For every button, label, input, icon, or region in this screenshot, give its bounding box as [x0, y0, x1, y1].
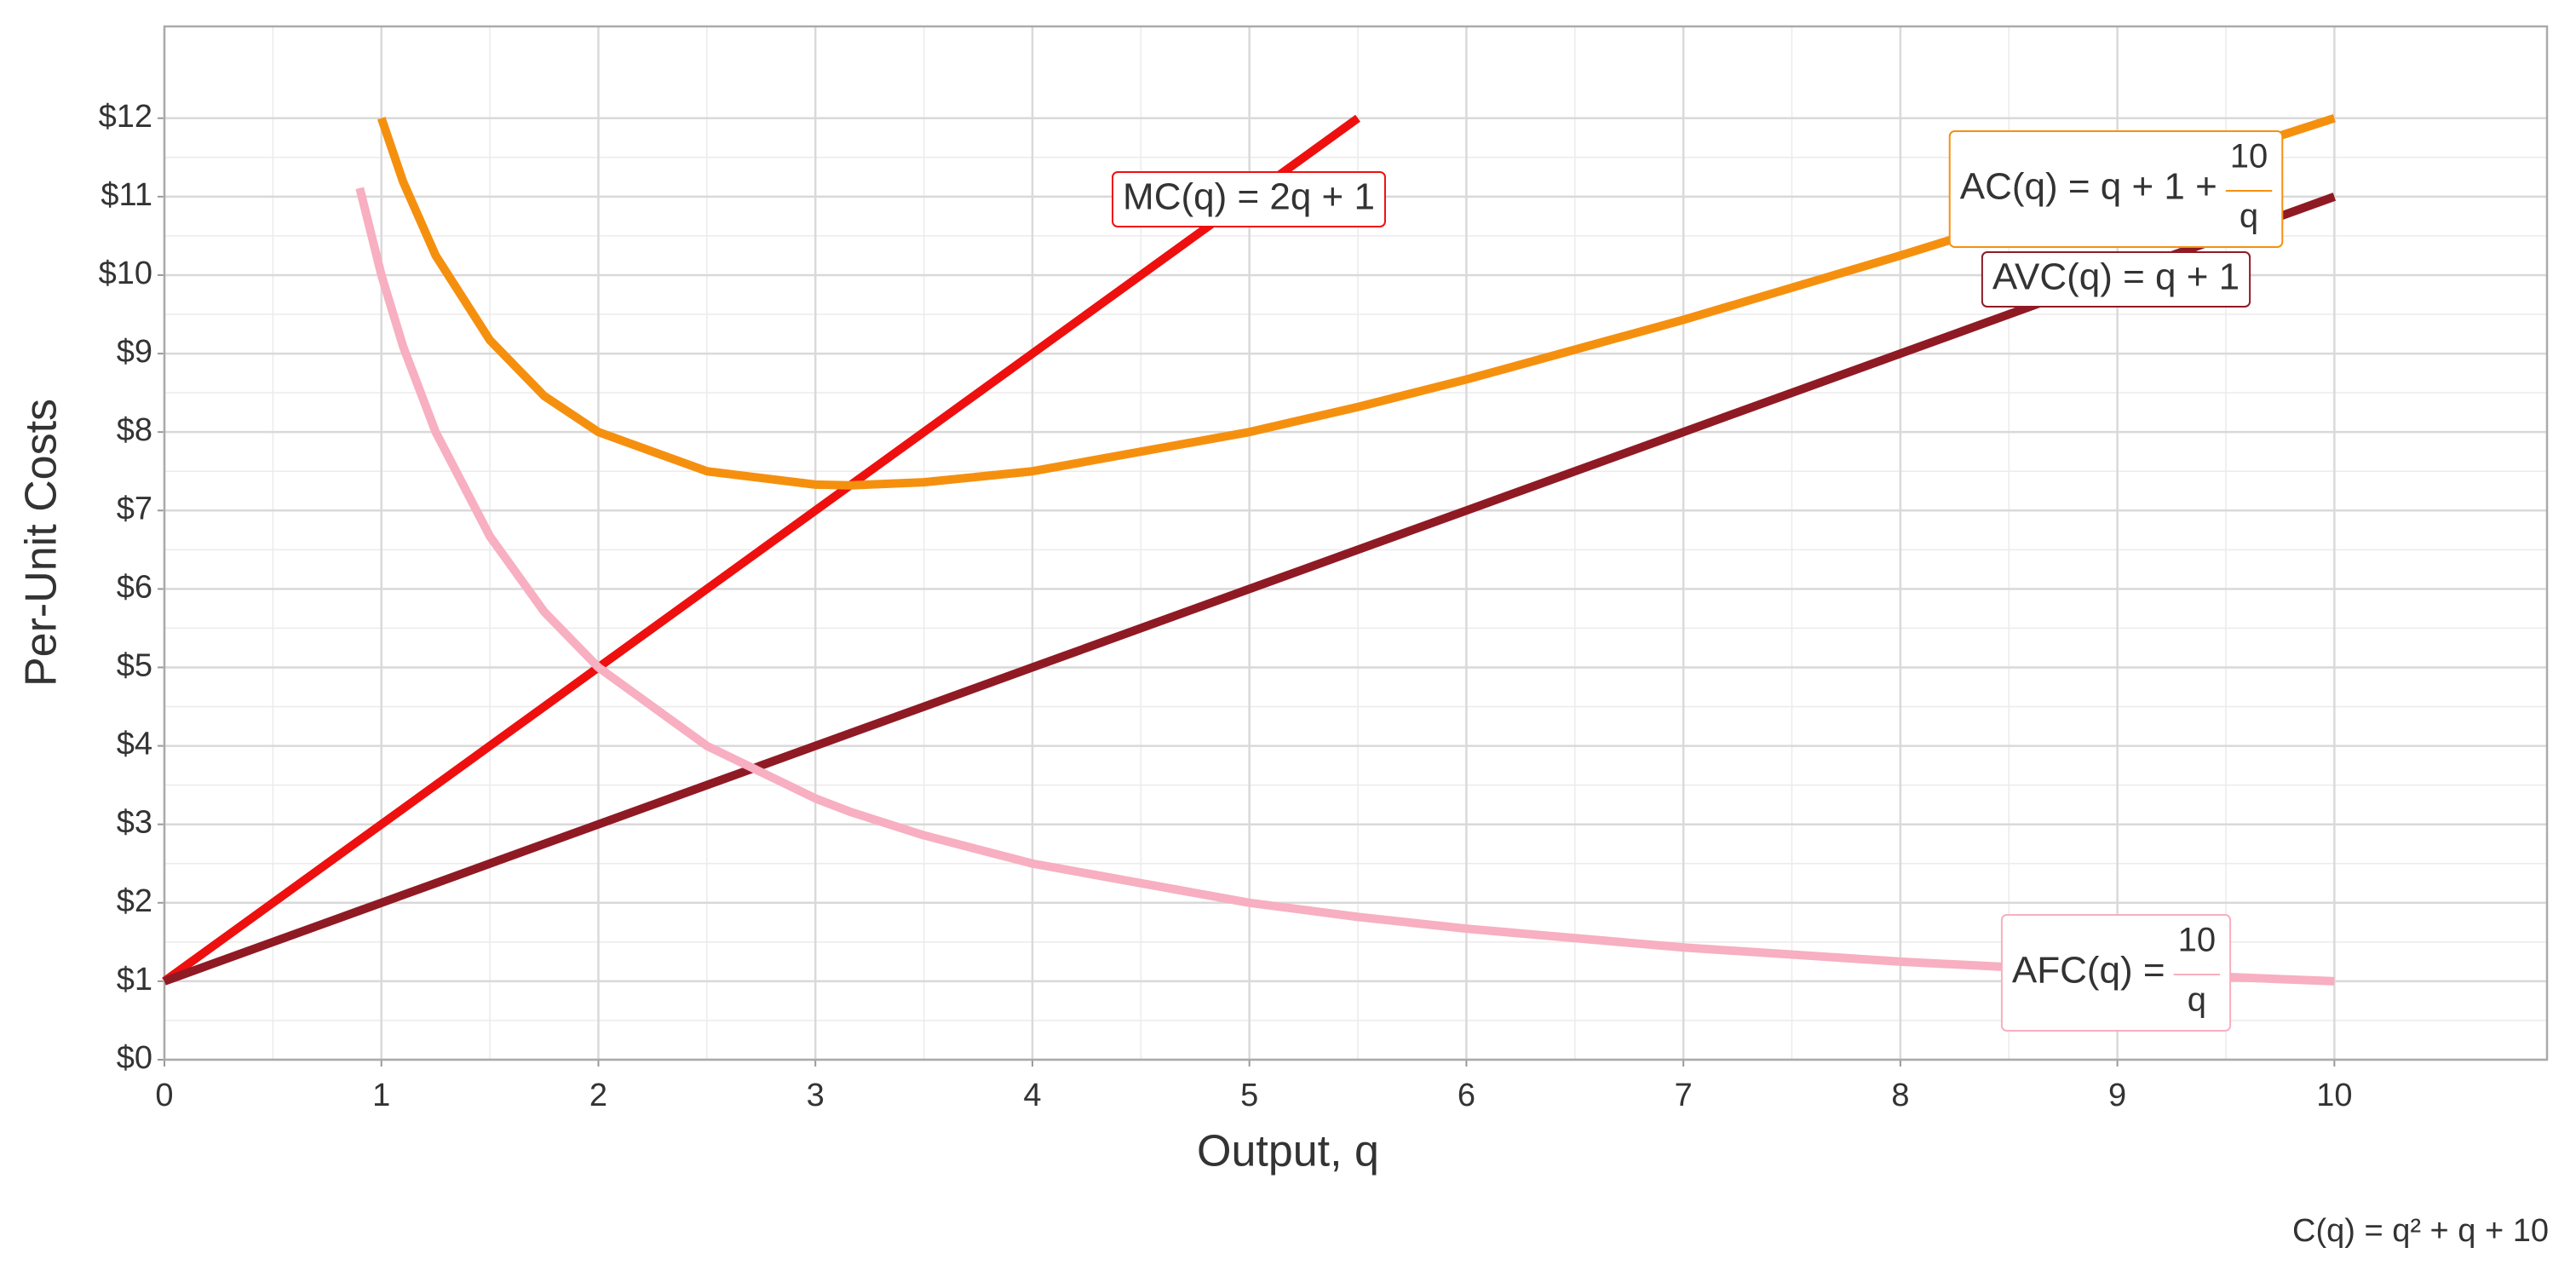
annotation: MC(q) = 2q + 1: [1112, 171, 1386, 227]
y-tick-label: $11: [101, 177, 152, 213]
y-tick-label: $9: [117, 334, 152, 370]
annotation-box: [2000, 914, 2232, 1032]
x-tick-label: 4: [1023, 1078, 1041, 1113]
x-tick-label: 6: [1458, 1078, 1475, 1113]
x-tick-label: 8: [1891, 1078, 1909, 1113]
annotation-text: AFC(q) =: [2012, 950, 2165, 992]
annotation-text: AC(q) = q + 1 +: [1960, 166, 2217, 208]
y-tick-label: $3: [117, 805, 152, 841]
annotation-text: AVC(q) = q + 1: [1992, 256, 2240, 298]
annotation: AC(q) = q + 1 + 10 q: [1948, 130, 2284, 248]
caption: C(q) = q² + q + 10: [2292, 1213, 2549, 1249]
y-tick-label: $5: [117, 648, 152, 684]
annotation: AFC(q) = 10 q: [2000, 914, 2232, 1032]
y-tick-label: $6: [117, 569, 152, 605]
y-axis-title: Per-Unit Costs: [17, 399, 66, 687]
y-tick-label: $0: [117, 1040, 152, 1076]
annotation-numerator: 10: [2230, 138, 2268, 175]
annotation-numerator: 10: [2178, 922, 2217, 959]
annotation-denominator: q: [2240, 198, 2258, 235]
x-tick-label: 10: [2316, 1078, 2352, 1113]
x-tick-label: 0: [155, 1078, 173, 1113]
y-tick-label: $4: [117, 727, 152, 762]
x-tick-label: 7: [1675, 1078, 1693, 1113]
y-tick-label: $10: [99, 256, 152, 291]
x-tick-label: 9: [2108, 1078, 2126, 1113]
y-tick-label: $1: [117, 962, 152, 998]
annotation-box: [1112, 171, 1386, 227]
annotation-text: MC(q) = 2q + 1: [1123, 176, 1375, 218]
x-tick-label: 5: [1240, 1078, 1258, 1113]
line-avc: [163, 193, 2337, 986]
y-tick-label: $7: [117, 491, 152, 526]
x-axis-title: Output, q: [1197, 1127, 1379, 1176]
annotation: AVC(q) = q + 1: [1981, 251, 2251, 308]
annotation-box: [1948, 130, 2284, 248]
plot-border: [163, 25, 2549, 1061]
x-tick-label: 2: [589, 1078, 607, 1113]
annotation-denominator: q: [2188, 981, 2206, 1019]
annotation-box: [1981, 251, 2251, 308]
y-tick-label: $2: [117, 883, 152, 919]
x-tick-label: 1: [372, 1078, 390, 1113]
x-tick-label: 3: [807, 1078, 825, 1113]
line-ac: [377, 114, 2336, 490]
y-tick-label: $8: [117, 412, 152, 448]
y-tick-label: $12: [99, 99, 152, 135]
line-afc: [355, 187, 2335, 986]
